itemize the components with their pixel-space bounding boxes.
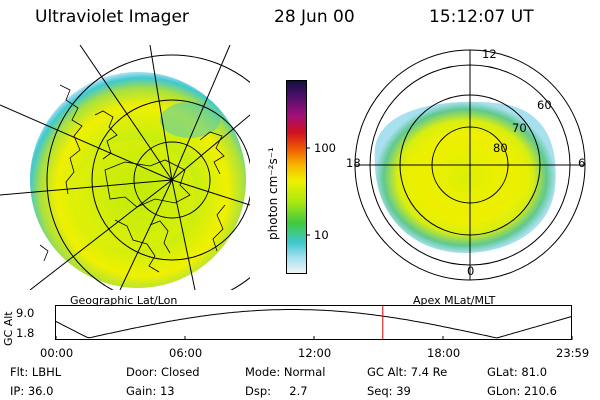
auroral-oval xyxy=(374,101,556,253)
status-glon: GLon: 210.6 xyxy=(487,384,557,398)
mlat-70-label: 70 xyxy=(512,121,527,135)
mlt-18-label: 18 xyxy=(346,156,361,170)
time-tick-1200: 12:00 xyxy=(298,346,332,360)
geo-grid xyxy=(0,45,250,290)
status-gc-alt: GC Alt: 7.4 Re xyxy=(367,365,448,379)
status-ip: IP: 36.0 xyxy=(10,384,54,398)
geographic-map xyxy=(0,45,250,290)
status-mode: Mode: Normal xyxy=(245,365,326,379)
status-door: Door: Closed xyxy=(126,365,200,379)
altitude-x-ticks xyxy=(55,336,573,340)
coastlines xyxy=(39,84,226,273)
instrument-title: Ultraviolet Imager xyxy=(35,7,189,27)
colorbar-unit-label: photon cm⁻²s⁻¹ xyxy=(266,147,280,240)
mag-grid xyxy=(354,49,586,281)
mlat-80-label: 80 xyxy=(493,141,508,155)
time-tick-0000: 00:00 xyxy=(40,346,74,360)
apex-caption: Apex MLat/MLT xyxy=(413,294,496,307)
status-seq: Seq: 39 xyxy=(367,384,411,398)
geographic-caption: Geographic Lat/Lon xyxy=(70,294,178,307)
altitude-axis-label: GC Alt xyxy=(2,311,15,346)
time-label: 15:12:07 UT xyxy=(429,7,534,27)
status-dsp: Dsp: 2.7 xyxy=(245,384,308,398)
mlt-0-label: 0 xyxy=(467,264,475,278)
mlt-6-label: 6 xyxy=(578,156,586,170)
auroral-image-geo xyxy=(30,72,246,288)
colorbar-tick-10: 10 xyxy=(314,228,329,242)
time-tick-0600: 06:00 xyxy=(169,346,203,360)
altitude-tick-low: 1.8 xyxy=(16,326,35,340)
colorbar-tick-100: 100 xyxy=(314,141,336,155)
colorbar xyxy=(286,80,310,274)
mlt-12-label: 12 xyxy=(482,47,497,61)
status-gain: Gain: 13 xyxy=(126,384,175,398)
altitude-curve xyxy=(55,309,573,339)
status-filter: Flt: LBHL xyxy=(10,365,62,379)
altitude-tick-high: 9.0 xyxy=(16,306,35,320)
altitude-plot xyxy=(55,305,573,340)
status-glat: GLat: 81.0 xyxy=(487,365,548,379)
mlat-60-label: 60 xyxy=(537,98,552,112)
time-tick-2359: 23:59 xyxy=(556,346,590,360)
date-label: 28 Jun 00 xyxy=(274,7,355,27)
time-tick-1800: 18:00 xyxy=(427,346,461,360)
apex-mlat-mlt-map xyxy=(354,49,586,281)
